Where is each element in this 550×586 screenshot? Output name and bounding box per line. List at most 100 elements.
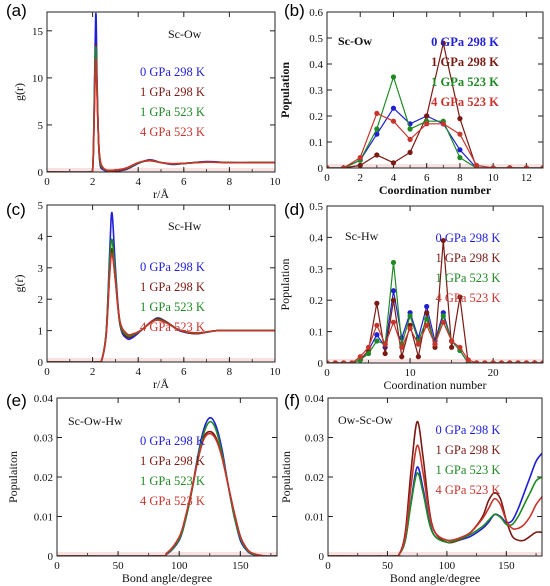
series-line-4 <box>327 112 543 168</box>
y-tick-label: 0 <box>318 358 324 370</box>
series-line-4 <box>47 58 275 172</box>
y-tick-label: 0 <box>48 551 54 563</box>
x-tick-label: 0 <box>44 176 50 188</box>
data-point <box>374 338 380 344</box>
x-tick-label: 6 <box>181 366 187 378</box>
data-point <box>424 113 430 119</box>
data-point <box>415 341 421 347</box>
y-tick-label: 0 <box>38 167 44 179</box>
series-line-4 <box>328 444 542 556</box>
data-point <box>490 360 496 363</box>
panel-e: 0 50 100 150 0 0.01 0.02 0.03 0.04 (e) Sc-Ow-Hw Bon… <box>6 391 278 585</box>
baseline-band <box>328 552 542 556</box>
plot-title: Sc-Ow-Hw <box>68 414 123 428</box>
y-tick-label: 0.3 <box>309 264 323 276</box>
data-point <box>390 319 397 325</box>
data-point <box>424 303 430 310</box>
x-tick-label: 4 <box>135 176 141 188</box>
series-group <box>328 420 542 556</box>
y-axis-title: g(r) <box>12 275 26 293</box>
series-group <box>327 237 543 363</box>
panel-label: (c) <box>6 200 26 219</box>
plot-frame <box>326 205 544 364</box>
y-tick-label: 0.4 <box>309 59 323 71</box>
legend-entry-1: 0 GPa 298 K <box>436 423 501 437</box>
panel-a: 0 2 4 6 8 10 0 5 10 15 (a) Sc-Ow r/Å g(r) 0 GPa 298 K 1… <box>6 1 281 201</box>
x-tick-label: 0 <box>54 560 60 572</box>
legend-entry-2: 1 GPa 298 K <box>431 55 499 69</box>
legend-entry-1: 0 GPa 298 K <box>140 434 205 448</box>
data-point <box>374 131 380 137</box>
x-tick-label: 8 <box>227 176 233 188</box>
x-tick-label: 10 <box>405 367 417 379</box>
data-point <box>399 354 405 360</box>
legend-entry-1: 0 GPa 298 K <box>140 260 205 274</box>
data-point <box>390 288 397 294</box>
panel-label: (e) <box>6 391 27 410</box>
data-point <box>374 300 380 306</box>
data-point <box>374 332 380 338</box>
series-line-4 <box>47 252 275 362</box>
data-point <box>407 325 413 332</box>
data-point <box>490 165 496 168</box>
plot-title: Ow-Sc-Ow <box>338 413 393 427</box>
data-point <box>440 319 446 325</box>
series-group <box>47 12 275 172</box>
data-point <box>457 147 463 153</box>
series-line-4 <box>57 432 277 556</box>
legend-entry-1: 0 GPa 298 K <box>140 65 205 79</box>
legend-entry-1: 0 GPa 298 K <box>436 231 501 245</box>
x-tick-label: 2 <box>357 172 363 184</box>
y-tick-label: 0.1 <box>309 137 323 149</box>
data-point <box>440 237 446 244</box>
legend-entry-4: 4 GPa 523 K <box>140 320 205 334</box>
data-point <box>415 354 421 360</box>
y-tick-label: 2 <box>38 294 44 306</box>
x-axis-title: Coordination number <box>384 378 487 392</box>
y-axis-title: g(r) <box>12 83 26 101</box>
legend-entry-4: 4 GPa 523 K <box>140 494 205 508</box>
y-tick-label: 0.2 <box>309 111 323 123</box>
data-point <box>390 105 397 111</box>
baseline-band <box>327 359 543 363</box>
plot-frame <box>326 11 544 169</box>
y-tick-label: 0 <box>38 357 44 369</box>
x-tick-label: 10 <box>270 366 282 378</box>
data-point <box>457 294 463 300</box>
y-tick-label: 0.3 <box>309 85 323 97</box>
plot-title: Sc-Hw <box>168 219 202 233</box>
y-axis-title: Population <box>278 62 292 118</box>
data-point <box>382 350 388 357</box>
legend-entry-4: 4 GPa 523 K <box>436 291 501 305</box>
series-line-3 <box>327 76 543 168</box>
legend-entry-1: 0 GPa 298 K <box>431 35 499 49</box>
legend-entry-4: 4 GPa 523 K <box>140 125 205 139</box>
x-tick-label: 50 <box>382 560 394 572</box>
data-point <box>540 165 543 168</box>
data-point <box>341 360 347 363</box>
data-point <box>449 338 455 344</box>
data-point <box>407 313 413 319</box>
y-tick-label: 0.03 <box>34 433 54 445</box>
data-point <box>374 152 380 158</box>
x-tick-label: 4 <box>391 172 397 184</box>
x-tick-label: 100 <box>171 560 188 572</box>
y-tick-label: 3 <box>38 263 44 275</box>
data-point <box>407 136 413 142</box>
legend-entry-2: 1 GPa 298 K <box>436 251 501 265</box>
data-point <box>332 360 338 363</box>
legend-entry-2: 1 GPa 298 K <box>140 85 205 99</box>
data-point <box>390 259 397 266</box>
x-tick-label: 10 <box>270 176 282 188</box>
data-point <box>349 360 355 363</box>
y-tick-label: 10 <box>32 73 44 85</box>
x-axis-title: Coordination number <box>379 183 492 197</box>
plot-frame <box>56 397 278 557</box>
y-tick-label: 0.04 <box>305 393 325 405</box>
y-tick-label: 5 <box>38 120 44 132</box>
data-point <box>327 360 330 363</box>
x-axis-title: r/Å <box>153 187 169 201</box>
data-point <box>327 165 330 168</box>
data-point <box>457 116 463 122</box>
y-tick-label: 4 <box>38 231 44 243</box>
